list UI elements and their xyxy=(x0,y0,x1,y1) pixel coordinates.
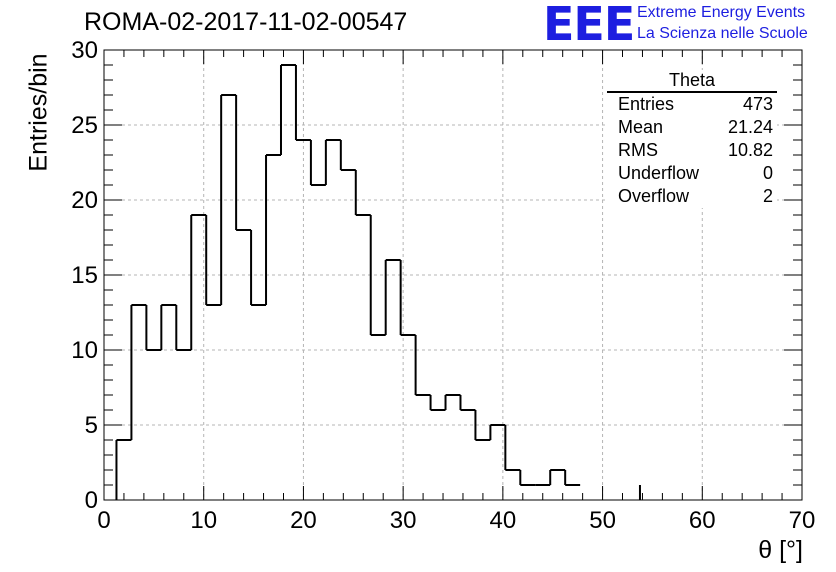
stats-row-overflow: Overflow 2 xyxy=(607,185,777,208)
stats-title: Theta xyxy=(607,70,777,93)
y-tick-label: 30 xyxy=(71,37,98,64)
stats-box: Theta Entries 473 Mean 21.24 RMS 10.82 U… xyxy=(607,70,777,208)
y-tick-label: 25 xyxy=(71,112,98,139)
x-tick-label: 50 xyxy=(589,507,616,534)
x-tick-label: 40 xyxy=(490,507,517,534)
x-tick-label: 20 xyxy=(290,507,317,534)
y-axis-label: Entries/bin xyxy=(24,53,53,172)
x-axis-label: θ [°] xyxy=(758,536,803,564)
x-tick-label: 10 xyxy=(190,507,217,534)
stats-value: 0 xyxy=(762,163,773,183)
x-tick-label: 0 xyxy=(97,507,110,534)
y-tick-label: 15 xyxy=(71,262,98,289)
y-tick-label: 5 xyxy=(85,412,98,439)
stats-label: Mean xyxy=(618,117,664,137)
stats-value: 2 xyxy=(762,186,773,206)
chart-title: ROMA-02-2017-11-02-00547 xyxy=(84,8,408,36)
x-tick-label: 60 xyxy=(689,507,716,534)
y-tick-label: 0 xyxy=(85,487,98,514)
stats-row-underflow: Underflow 0 xyxy=(607,162,777,185)
stats-label: Entries xyxy=(618,94,675,114)
y-tick-label: 10 xyxy=(71,337,98,364)
stats-row-rms: RMS 10.82 xyxy=(607,139,777,162)
y-tick-label: 20 xyxy=(71,187,98,214)
stats-value: 21.24 xyxy=(727,117,773,137)
eee-logo: EEE xyxy=(543,0,635,51)
stats-value: 473 xyxy=(742,94,773,114)
x-tick-label: 70 xyxy=(789,507,816,534)
stats-label: Overflow xyxy=(618,186,690,206)
stats-label: Underflow xyxy=(618,163,700,183)
stats-row-mean: Mean 21.24 xyxy=(607,116,777,139)
plot-frame xyxy=(103,49,803,501)
stats-label: RMS xyxy=(618,140,658,160)
logo-text-line2: La Scienza nelle Scuole xyxy=(637,25,808,42)
x-tick-label: 30 xyxy=(390,507,417,534)
logo-text-line1: Extreme Energy Events xyxy=(637,4,806,21)
stats-row-entries: Entries 473 xyxy=(607,93,777,116)
stats-value: 10.82 xyxy=(727,140,773,160)
